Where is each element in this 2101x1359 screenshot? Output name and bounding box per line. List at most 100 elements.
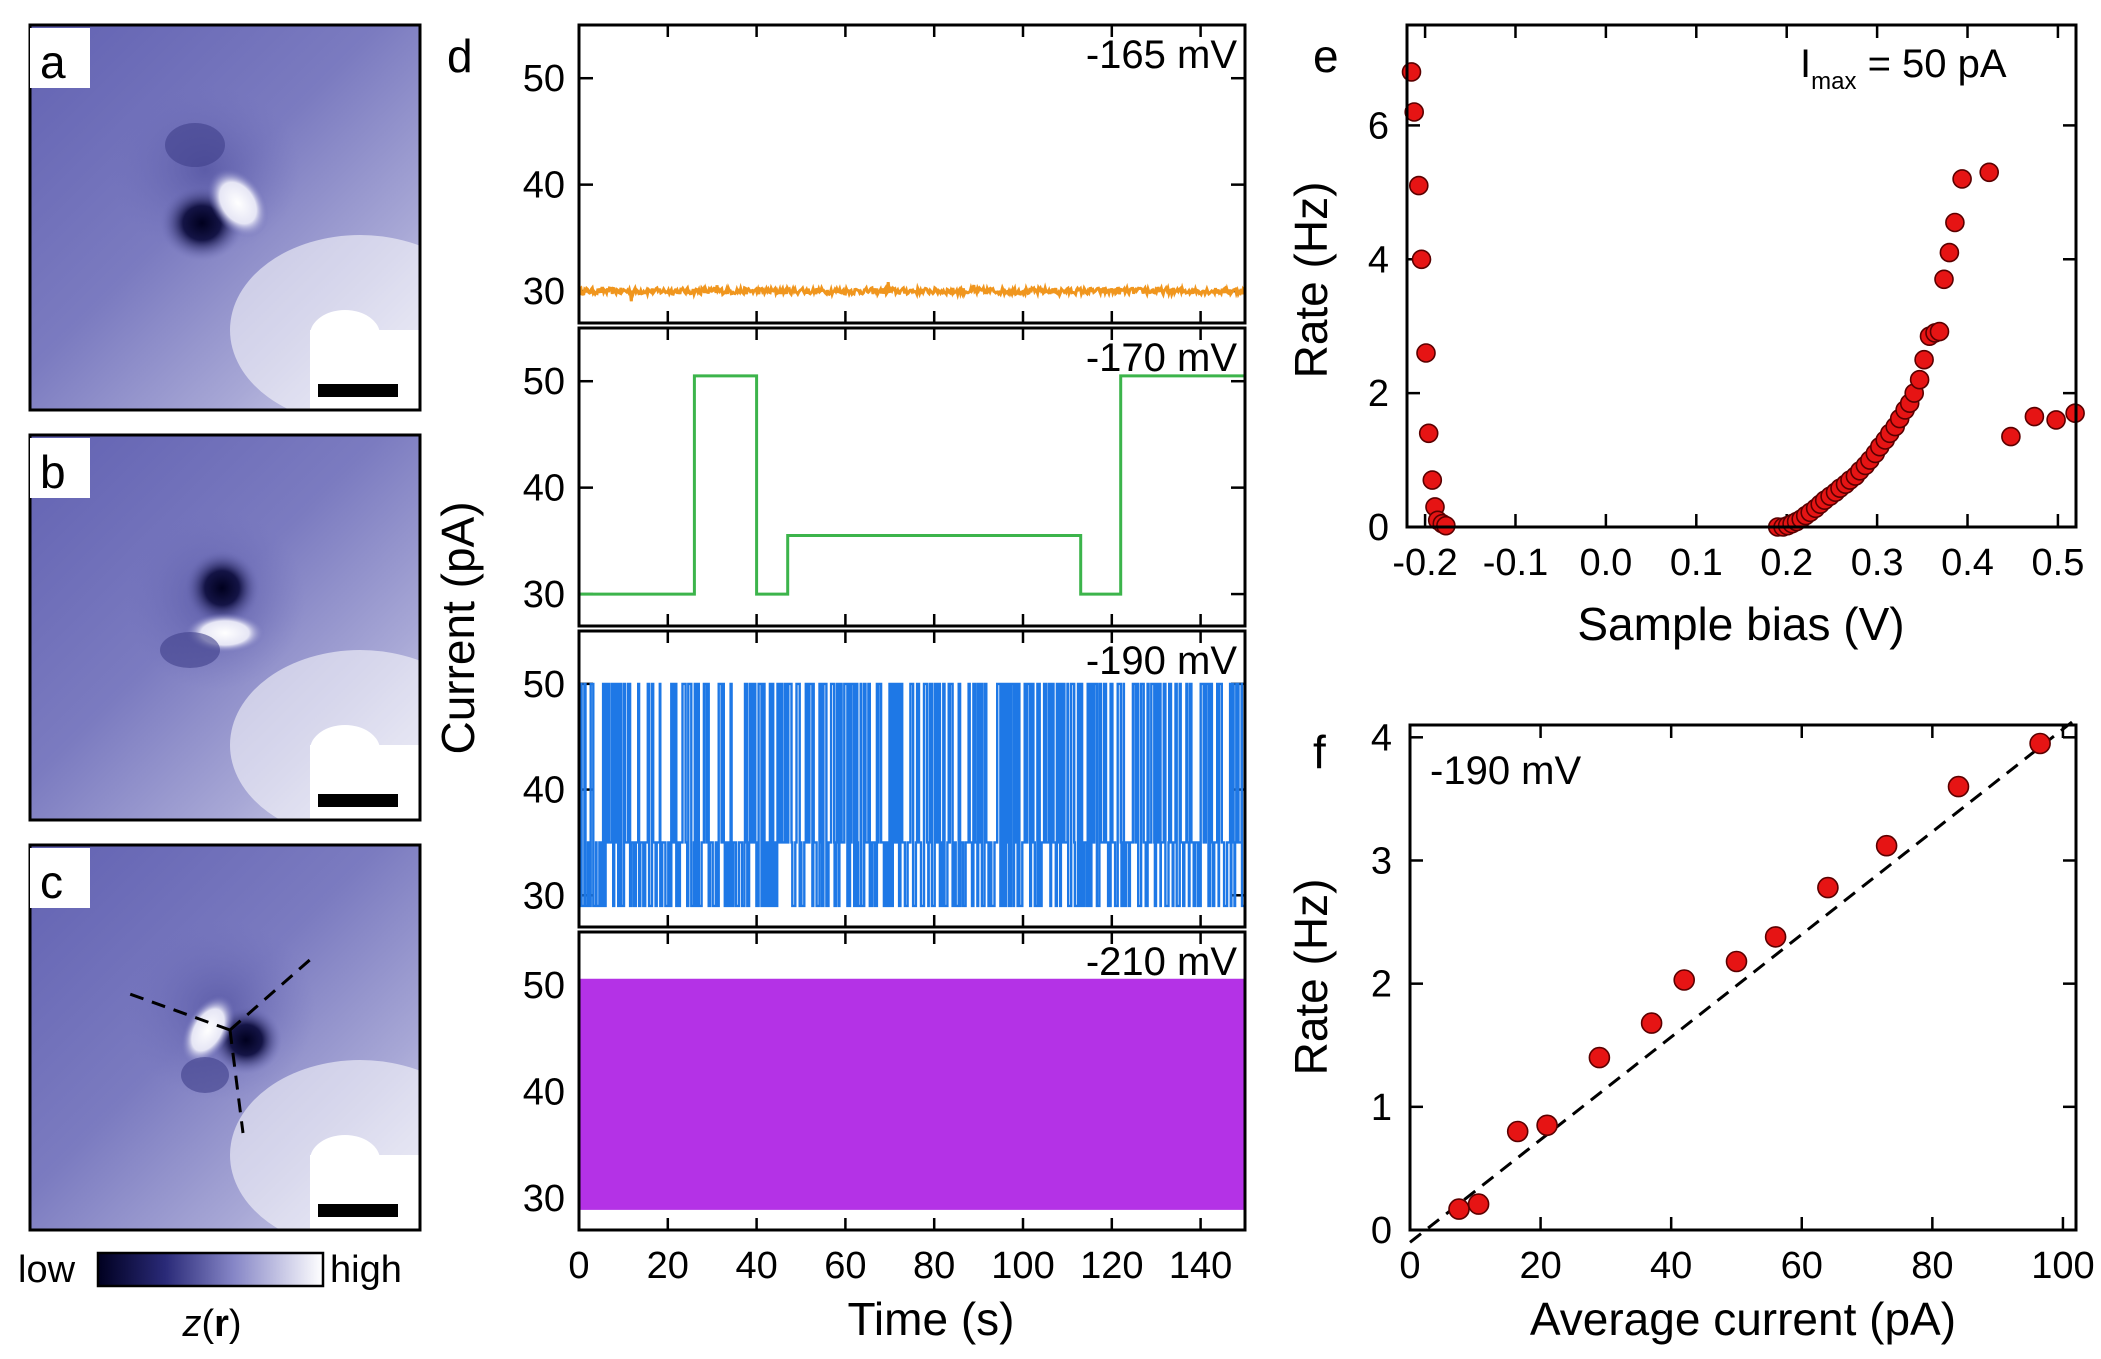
y-tick-label: 2 [1371,964,1392,1006]
x-tick-label: 40 [1650,1245,1692,1287]
x-tick-label: 0.3 [1851,542,1904,584]
y-axis-label: Rate (Hz) [1285,879,1337,1076]
data-point [1411,249,1432,270]
data-point [1409,175,1429,196]
x-tick-label: 60 [1781,1245,1823,1287]
y-tick-label: 40 [523,770,565,812]
trace--190mV [579,682,1247,908]
y-tick-label: 4 [1371,717,1392,759]
x-tick-label: 120 [1080,1245,1143,1287]
colorbar-variable: z(r) [181,1303,241,1345]
y-tick-label: 50 [523,58,565,100]
panel-d-subplot-1: 30 40 50 -165 mV [523,23,1247,325]
panel-a-label-box [30,28,90,88]
panel-b-label: b [40,446,66,498]
panel-d-subplot-4: 30 40 50 -210 mV [523,930,1247,1232]
panel-c-frame [28,843,422,1232]
linear-fit-line [1409,717,2077,1244]
panel-d-label: d [447,30,473,82]
panel-c-scale-bar [318,1204,398,1217]
y-tick-label: 1 [1371,1087,1392,1129]
x-tick-label: 0.1 [1670,542,1723,584]
x-tick-label: 60 [824,1245,866,1287]
trace-voltage-label: -210 mV [1086,940,1237,984]
y-tick-label: 50 [523,664,565,706]
y-tick-label: 30 [523,1178,565,1220]
data-point [1401,62,1422,82]
x-axis-label: Time (s) [848,1293,1015,1345]
panel-e-label: e [1313,30,1339,82]
panel-a-label: a [40,36,66,88]
trace--170mV [579,374,1245,596]
trace--210mV [578,978,1247,1210]
x-tick-label: 20 [1519,1245,1561,1287]
imax-annotation: Imax = 50 pA [1800,42,2007,95]
y-tick-label: 40 [523,165,565,207]
trace-voltage-label: -190 mV [1086,639,1237,683]
data-point [1764,926,1787,948]
data-point [1448,1198,1470,1220]
panel-f-frame [1408,723,2078,1232]
x-tick-label: 0.5 [2032,542,2085,584]
y-tick-label: 30 [523,875,565,917]
x-tick-label: 0 [1399,1245,1420,1287]
x-tick-label: 100 [991,1245,1054,1287]
data-point [1725,950,1748,973]
panel-a-image [30,25,420,410]
y-axis-label: Rate (Hz) [1285,182,1337,379]
x-tick-label: 100 [2031,1245,2094,1287]
data-point [2029,732,2051,755]
panel-d-subplot-2: 30 40 50 -170 mV [523,326,1247,628]
y-tick-label: 2 [1368,373,1389,415]
panel-c-image [30,845,420,1230]
data-point [1588,1046,1611,1069]
data-point [1673,969,1695,991]
panel-d-chart: 30 40 50 -165 mV 30 40 50 -170 mV 30 40 50 -190 mV 3… [432,23,1247,1345]
x-tick-label: 0.4 [1941,542,1994,584]
voltage-annotation: -190 mV [1430,749,1581,793]
y-tick-label: 50 [523,361,565,403]
panel-c-label-box [30,848,90,908]
y-tick-label: 40 [523,468,565,510]
panel-a-frame [28,23,422,412]
panel-f-label: f [1313,726,1326,778]
data-point [1914,349,1934,370]
x-tick-label: 0 [568,1245,589,1287]
panel-c-dashed-lines [126,956,313,1134]
x-tick-label: 80 [913,1245,955,1287]
colorbar-high-label: high [330,1249,402,1291]
trace--165mV [577,281,1246,302]
data-point [1817,876,1839,899]
data-point [2024,406,2045,427]
data-point [2046,410,2066,430]
x-tick-label: 0.0 [1579,542,1632,584]
data-point [1536,1114,1558,1137]
data-point [1640,1012,1663,1034]
trace-voltage-label: -165 mV [1086,33,1237,77]
y-tick-label: 4 [1368,239,1389,281]
panel-b-frame [28,433,422,822]
x-tick-label: 80 [1911,1245,1953,1287]
data-point [1909,369,1930,390]
subplot-frame [577,629,1247,929]
data-point [1939,242,1960,263]
x-tick-label: -0.1 [1483,542,1548,584]
x-tick-label: 40 [735,1245,777,1287]
x-tick-label: 140 [1169,1245,1232,1287]
panel-b-scale-bar [318,794,398,807]
colorbar [96,1251,325,1288]
data-point [1416,343,1436,363]
subplot-frame [577,326,1247,628]
x-tick-label: -0.2 [1392,542,1457,584]
y-tick-label: 40 [523,1072,565,1114]
data-point [1947,775,1970,798]
data-point [2001,426,2021,447]
panel-e-frame [1405,23,2078,529]
x-axis-label: Sample bias (V) [1577,598,1904,650]
y-axis-label: Current (pA) [432,501,484,754]
trace-voltage-label: -170 mV [1086,336,1237,380]
y-tick-label: 30 [523,271,565,313]
panel-e-chart: -0.2 -0.1 0.0 0.1 0.2 0.3 0.4 0.5 0 2 4 6 Imax = 50 … [1285,23,2085,650]
panel-a-scale-bar [318,384,398,397]
